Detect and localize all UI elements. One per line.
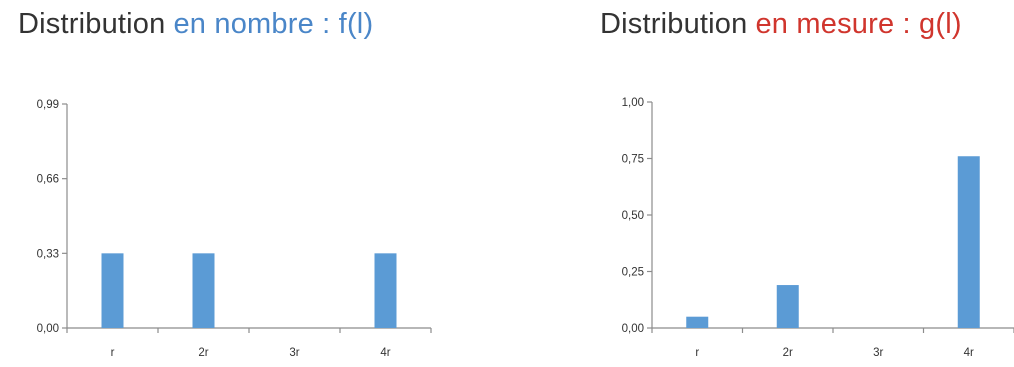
chart-title: Distribution en mesure : g(l) bbox=[600, 8, 962, 41]
bar-2r bbox=[192, 253, 215, 328]
bar-r bbox=[101, 253, 124, 328]
chart-title-prefix: Distribution bbox=[600, 8, 748, 40]
y-tick-label: 0,99 bbox=[37, 99, 59, 111]
bar-chart-number-distribution: 0,00 0,33 0,66 0,99 r 2r 3r 4r bbox=[37, 99, 432, 359]
y-tick-label: 0,00 bbox=[37, 323, 59, 335]
bar-2r bbox=[776, 285, 799, 328]
y-tick-label: 0,25 bbox=[622, 267, 644, 279]
x-tick-label: 3r bbox=[289, 347, 299, 359]
x-tick-label: 2r bbox=[783, 347, 793, 359]
x-tick-label: 4r bbox=[964, 347, 974, 359]
chart-panel-number-distribution: 0,00 0,33 0,66 0,99 r 2r 3r 4r Distribution en n… bbox=[0, 0, 500, 367]
x-tick-label: r bbox=[111, 347, 115, 359]
x-tick-label: r bbox=[695, 347, 699, 359]
bar-4r bbox=[374, 253, 397, 328]
chart-panel-measure-distribution: 0,00 0,25 0,50 0,75 1,00 r 2r 3r 4r Distribution… bbox=[500, 0, 1014, 367]
y-tick-label: 0,75 bbox=[622, 154, 644, 166]
x-tick-label: 3r bbox=[873, 347, 883, 359]
y-tick-label: 0,66 bbox=[37, 174, 59, 186]
chart-title-prefix: Distribution bbox=[18, 8, 166, 40]
y-tick-label: 0,00 bbox=[622, 323, 644, 335]
chart-title-highlight: en nombre : f(l) bbox=[173, 8, 374, 40]
x-tick-label: 4r bbox=[380, 347, 390, 359]
y-tick-label: 0,33 bbox=[37, 248, 59, 260]
y-tick-label: 0,50 bbox=[622, 210, 644, 222]
bar-4r bbox=[957, 156, 980, 328]
x-tick-label: 2r bbox=[198, 347, 208, 359]
bar-chart-measure-distribution: 0,00 0,25 0,50 0,75 1,00 r 2r 3r 4r bbox=[622, 97, 1014, 359]
chart-title-highlight: en mesure : g(l) bbox=[755, 8, 962, 40]
chart-title: Distribution en nombre : f(l) bbox=[18, 8, 373, 41]
bar-r bbox=[686, 316, 709, 328]
y-tick-label: 1,00 bbox=[622, 97, 644, 109]
